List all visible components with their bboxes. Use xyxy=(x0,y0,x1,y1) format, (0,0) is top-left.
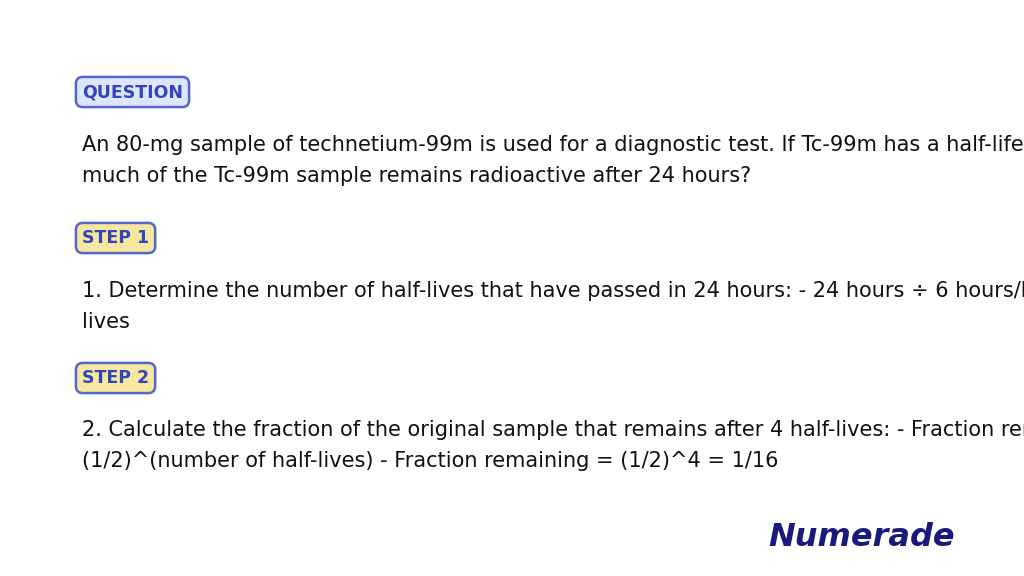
Text: STEP 1: STEP 1 xyxy=(82,229,150,247)
Text: lives: lives xyxy=(82,312,130,332)
Text: Numerade: Numerade xyxy=(768,522,955,554)
Text: (1/2)^(number of half-lives) - Fraction remaining = (1/2)^4 = 1/16: (1/2)^(number of half-lives) - Fraction … xyxy=(82,451,778,471)
Text: 1. Determine the number of half-lives that have passed in 24 hours: - 24 hours ÷: 1. Determine the number of half-lives th… xyxy=(82,281,1024,301)
Text: STEP 2: STEP 2 xyxy=(82,369,150,387)
Text: QUESTION: QUESTION xyxy=(82,83,183,101)
Text: much of the Tc-99m sample remains radioactive after 24 hours?: much of the Tc-99m sample remains radioa… xyxy=(82,166,752,186)
Text: 2. Calculate the fraction of the original sample that remains after 4 half-lives: 2. Calculate the fraction of the origina… xyxy=(82,420,1024,440)
Text: An 80-mg sample of technetium-99m is used for a diagnostic test. If Tc-99m has a: An 80-mg sample of technetium-99m is use… xyxy=(82,135,1024,155)
